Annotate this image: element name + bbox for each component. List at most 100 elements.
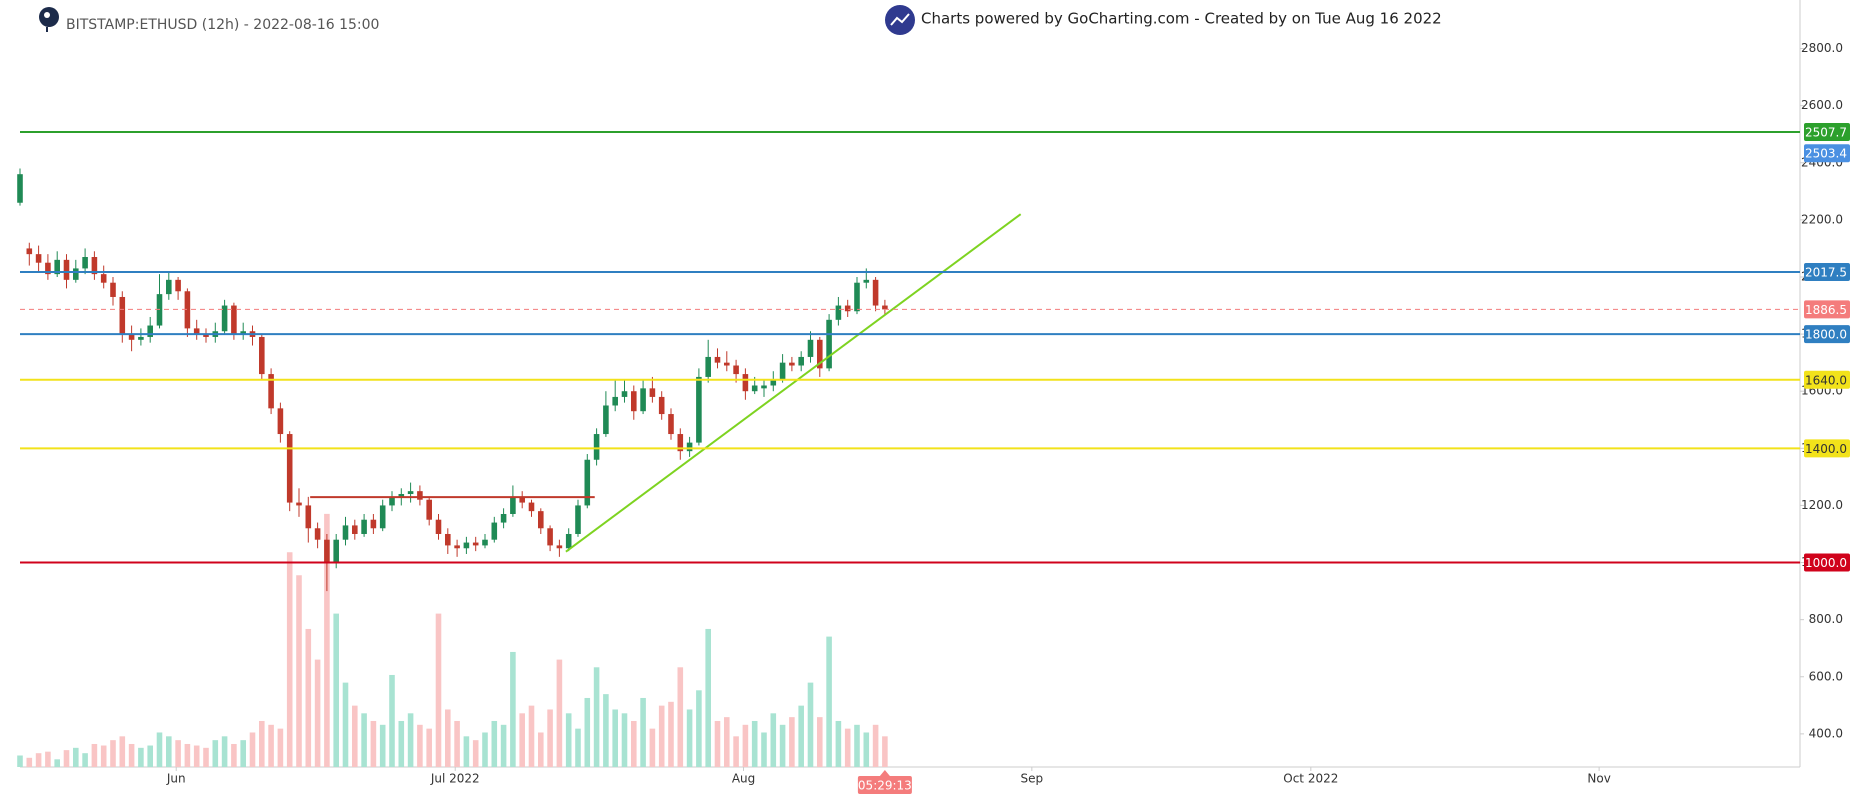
candle-body <box>631 391 637 412</box>
volume-bar <box>612 709 618 767</box>
symbol-title: BITSTAMP:ETHUSD (12h) - 2022-08-16 15:00 <box>66 17 379 33</box>
candle-body <box>35 254 42 263</box>
candle-body <box>314 528 321 540</box>
price-badge-label: 2017.5 <box>1805 265 1847 279</box>
candle-body <box>882 305 888 310</box>
x-tick-label: Oct 2022 <box>1283 772 1338 786</box>
candle-body <box>379 505 386 529</box>
price-badge <box>1804 370 1850 389</box>
candle-body <box>547 528 553 546</box>
candle-body <box>696 376 702 443</box>
candle-body <box>333 539 339 563</box>
price-badge-label: 2503.4 <box>1805 147 1847 161</box>
price-badge-label: 2507.7 <box>1805 126 1847 140</box>
volume-bar <box>593 667 600 767</box>
volume-bar <box>472 740 479 767</box>
volume-bar <box>203 747 209 767</box>
volume-bar <box>658 705 665 767</box>
volume-bar <box>621 713 628 767</box>
candle-body <box>872 279 879 306</box>
volume-bar <box>73 747 79 767</box>
candle-body <box>528 502 535 512</box>
volume-bar <box>528 705 535 767</box>
countdown-pointer <box>879 770 890 776</box>
candle-body <box>603 405 609 435</box>
volume-bar <box>379 724 386 767</box>
volume-bar <box>398 720 405 767</box>
volume-bar <box>259 720 265 767</box>
volume-bar <box>844 728 851 767</box>
candle-body <box>389 496 395 506</box>
candle-body <box>751 385 758 392</box>
candle-body <box>677 434 684 452</box>
volume-bar <box>668 701 674 767</box>
candle-body <box>761 385 767 389</box>
candle-body <box>91 256 98 275</box>
volume-bar <box>854 724 860 767</box>
countdown-badge <box>857 776 912 794</box>
candle-body <box>268 374 274 409</box>
volume-bar <box>798 705 804 767</box>
volume-bar <box>696 690 702 767</box>
candle-body <box>844 305 851 312</box>
candle-body <box>482 539 488 546</box>
candle-body <box>556 545 563 549</box>
volume-bar <box>128 743 135 767</box>
candle-body <box>593 434 600 460</box>
candle-body <box>575 505 581 534</box>
volume-bar <box>491 720 498 767</box>
candle-body <box>147 325 153 337</box>
candle-body <box>779 362 786 380</box>
candle-body <box>175 279 181 292</box>
candle-body <box>73 268 79 280</box>
candle-body <box>658 396 665 415</box>
candle-body <box>361 519 367 534</box>
volume-bar <box>110 740 116 767</box>
candle-body <box>789 362 795 366</box>
volume-bar <box>407 713 414 767</box>
candle-body <box>724 362 730 366</box>
volume-bar <box>835 720 842 767</box>
candle-body <box>770 379 777 386</box>
volume-bar <box>463 736 470 767</box>
candle-body <box>398 494 405 497</box>
candle-body <box>686 442 693 452</box>
volume-bar <box>510 651 516 767</box>
volume-bar <box>389 674 395 767</box>
volume-bar <box>91 743 98 767</box>
volume-bar <box>761 732 767 767</box>
candle-body <box>110 282 116 297</box>
volume-bar <box>63 750 70 767</box>
volume-bar <box>26 757 33 767</box>
candle-body <box>128 334 135 340</box>
volume-bar <box>361 713 367 767</box>
volume-bar <box>277 728 284 767</box>
volume-bar <box>789 717 795 767</box>
price-badge <box>1804 325 1850 344</box>
candle-body <box>445 533 451 546</box>
volume-bar <box>240 740 246 767</box>
candle-body <box>82 256 88 269</box>
volume-bar <box>677 667 684 767</box>
volume-bar <box>221 736 228 767</box>
y-tick-label: 1200.0 <box>1801 498 1843 512</box>
candle-body <box>817 339 823 369</box>
candle-body <box>100 274 107 283</box>
candle-body <box>277 408 284 435</box>
volume-bar <box>445 709 451 767</box>
candle-body <box>668 414 674 435</box>
volume-bar <box>817 717 823 767</box>
candle-body <box>584 459 591 506</box>
price-badge-label: 1886.5 <box>1805 303 1847 317</box>
volume-bar <box>733 736 739 767</box>
volume-bar <box>863 732 870 767</box>
candle-body <box>240 331 246 335</box>
candle-body <box>305 505 312 529</box>
volume-bar <box>751 720 758 767</box>
candle-body <box>286 434 293 503</box>
volume-bar <box>686 709 693 767</box>
volume-bar <box>156 732 163 767</box>
volume-bar <box>119 736 126 767</box>
volume-bar <box>231 743 237 767</box>
volume-bar <box>454 720 460 767</box>
